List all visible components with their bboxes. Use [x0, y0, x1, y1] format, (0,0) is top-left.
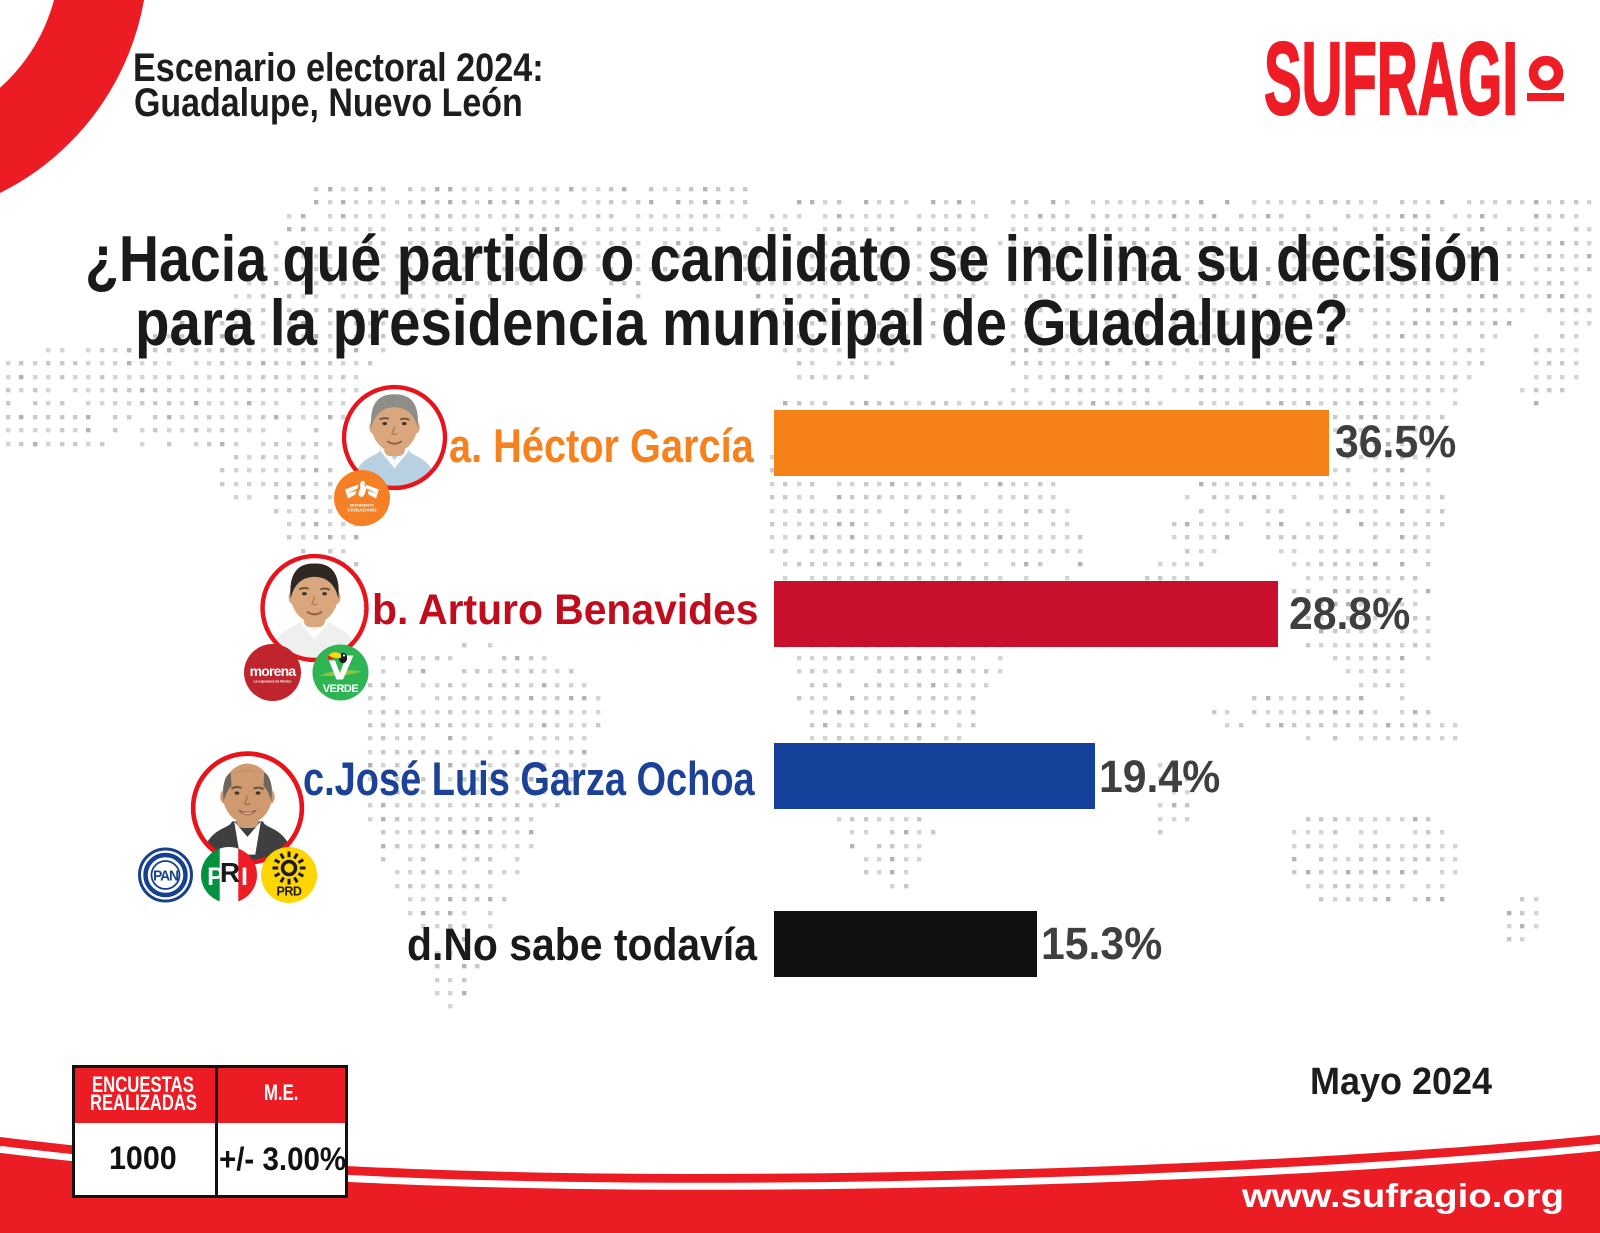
svg-text:CIUDADANO: CIUDADANO — [347, 508, 377, 514]
svg-text:PRD: PRD — [277, 885, 302, 899]
svg-text:R: R — [220, 857, 240, 888]
svg-text:morena: morena — [250, 663, 297, 679]
svg-text:La esperanza de México: La esperanza de México — [254, 680, 292, 684]
svg-text:P: P — [207, 863, 224, 891]
svg-text:PAN: PAN — [153, 868, 179, 885]
svg-text:MOVIMIENTO: MOVIMIENTO — [350, 504, 374, 508]
svg-text:VERDE: VERDE — [323, 683, 359, 695]
svg-text:I: I — [241, 863, 248, 891]
